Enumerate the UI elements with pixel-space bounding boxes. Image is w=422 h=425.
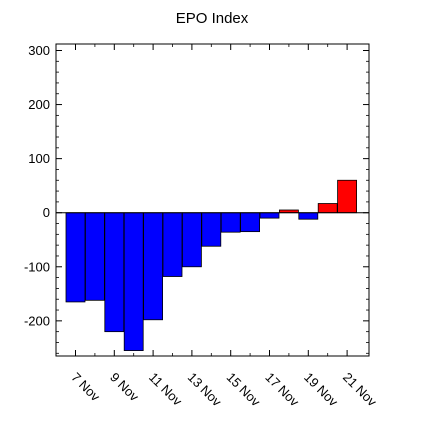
bar-13-nov	[181, 212, 202, 268]
bar-7-nov	[65, 212, 86, 303]
bar-11-nov	[143, 212, 164, 321]
x-tick-label: 13 Nov	[185, 370, 225, 410]
x-tick-label: 7 Nov	[68, 370, 103, 405]
bar-14-nov	[201, 212, 222, 247]
bar-17-nov	[259, 212, 280, 219]
y-axis-ticks: -200 -100 0 100 200 300	[24, 43, 369, 354]
x-tick-label: 17 Nov	[262, 370, 302, 410]
y-tick-label: 300	[28, 43, 50, 58]
x-tick-label: 9 Nov	[107, 370, 142, 405]
y-tick-label: -200	[24, 313, 50, 328]
x-tick-label: 15 Nov	[224, 370, 264, 410]
y-tick-label: 100	[28, 151, 50, 166]
axes-group	[55, 43, 370, 357]
plot-frame	[55, 43, 370, 357]
bar-20-nov	[317, 203, 338, 214]
bar-8-nov	[85, 212, 105, 301]
y-tick-label: 200	[28, 97, 50, 112]
bar-12-nov	[162, 212, 183, 277]
bar-16-nov	[240, 212, 261, 233]
y-tick-label: -100	[24, 259, 50, 274]
x-tick-label: 19 Nov	[301, 370, 341, 410]
bar-19-nov	[298, 212, 319, 220]
chart-title: EPO Index	[176, 10, 249, 27]
bar-15-nov	[220, 212, 241, 233]
x-tick-label: 21 Nov	[340, 370, 380, 410]
bar-10-nov	[123, 212, 144, 352]
x-tick-label: 11 Nov	[146, 370, 185, 409]
bar-9-nov	[104, 212, 125, 333]
y-tick-label: 0	[43, 205, 50, 220]
bars-group	[65, 179, 358, 352]
bar-21-nov	[337, 179, 358, 214]
